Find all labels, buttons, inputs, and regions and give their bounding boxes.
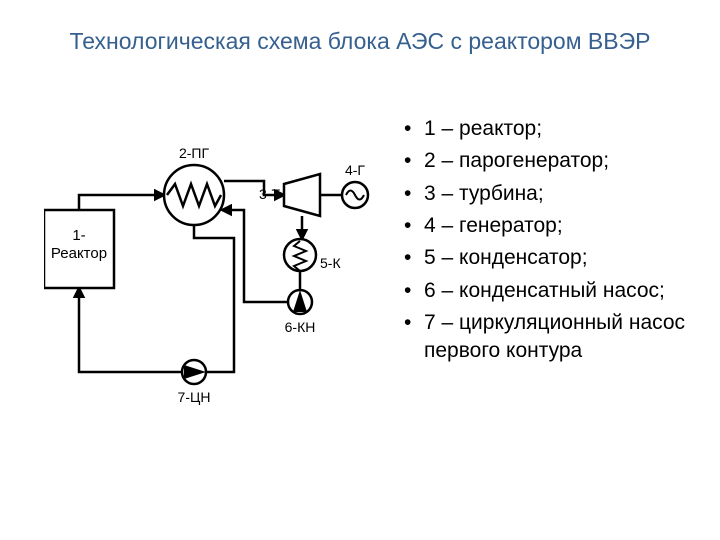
legend: 1 – реактор; 2 – парогенератор; 3 – турб… <box>400 115 700 370</box>
label-steam-generator: 2-ПГ <box>179 145 210 161</box>
node-steam-generator: 2-ПГ <box>164 145 224 225</box>
node-circulation-pump: 7-ЦН <box>178 360 211 405</box>
node-condenser: 5-К <box>284 239 341 271</box>
node-reactor: 1- Реактор <box>44 210 114 288</box>
process-diagram: 1- Реактор 2-ПГ 3-Т 4-Г <box>44 140 374 420</box>
edge-reactor-to-steamgen <box>79 195 164 210</box>
legend-item: 6 – конденсатный насос; <box>400 277 700 305</box>
slide: Технологическая схема блока АЭС с реакто… <box>0 0 720 540</box>
edge-condpump-to-steamgen <box>222 210 288 302</box>
edge-steamgen-to-circpump <box>194 225 234 372</box>
label-reactor-line2: Реактор <box>51 245 107 262</box>
edge-circpump-to-reactor <box>79 288 182 372</box>
legend-item: 7 – циркуляционный насос первого контура <box>400 309 700 366</box>
legend-item: 3 – турбина; <box>400 180 700 208</box>
node-turbine: 3-Т <box>259 174 320 216</box>
label-generator: 4-Г <box>345 162 365 178</box>
legend-item: 1 – реактор; <box>400 115 700 143</box>
label-reactor-line1: 1- <box>72 227 85 244</box>
label-circulation-pump: 7-ЦН <box>178 389 211 405</box>
label-condenser: 5-К <box>320 255 341 271</box>
label-condensate-pump: 6-КН <box>285 319 316 335</box>
node-condensate-pump: 6-КН <box>285 290 316 335</box>
legend-item: 2 – парогенератор; <box>400 147 700 175</box>
slide-title: Технологическая схема блока АЭС с реакто… <box>0 28 720 55</box>
legend-item: 5 – конденсатор; <box>400 244 700 272</box>
legend-item: 4 – генератор; <box>400 212 700 240</box>
node-generator: 4-Г <box>342 162 368 208</box>
legend-list: 1 – реактор; 2 – парогенератор; 3 – турб… <box>400 115 700 366</box>
label-turbine: 3-Т <box>259 186 280 202</box>
